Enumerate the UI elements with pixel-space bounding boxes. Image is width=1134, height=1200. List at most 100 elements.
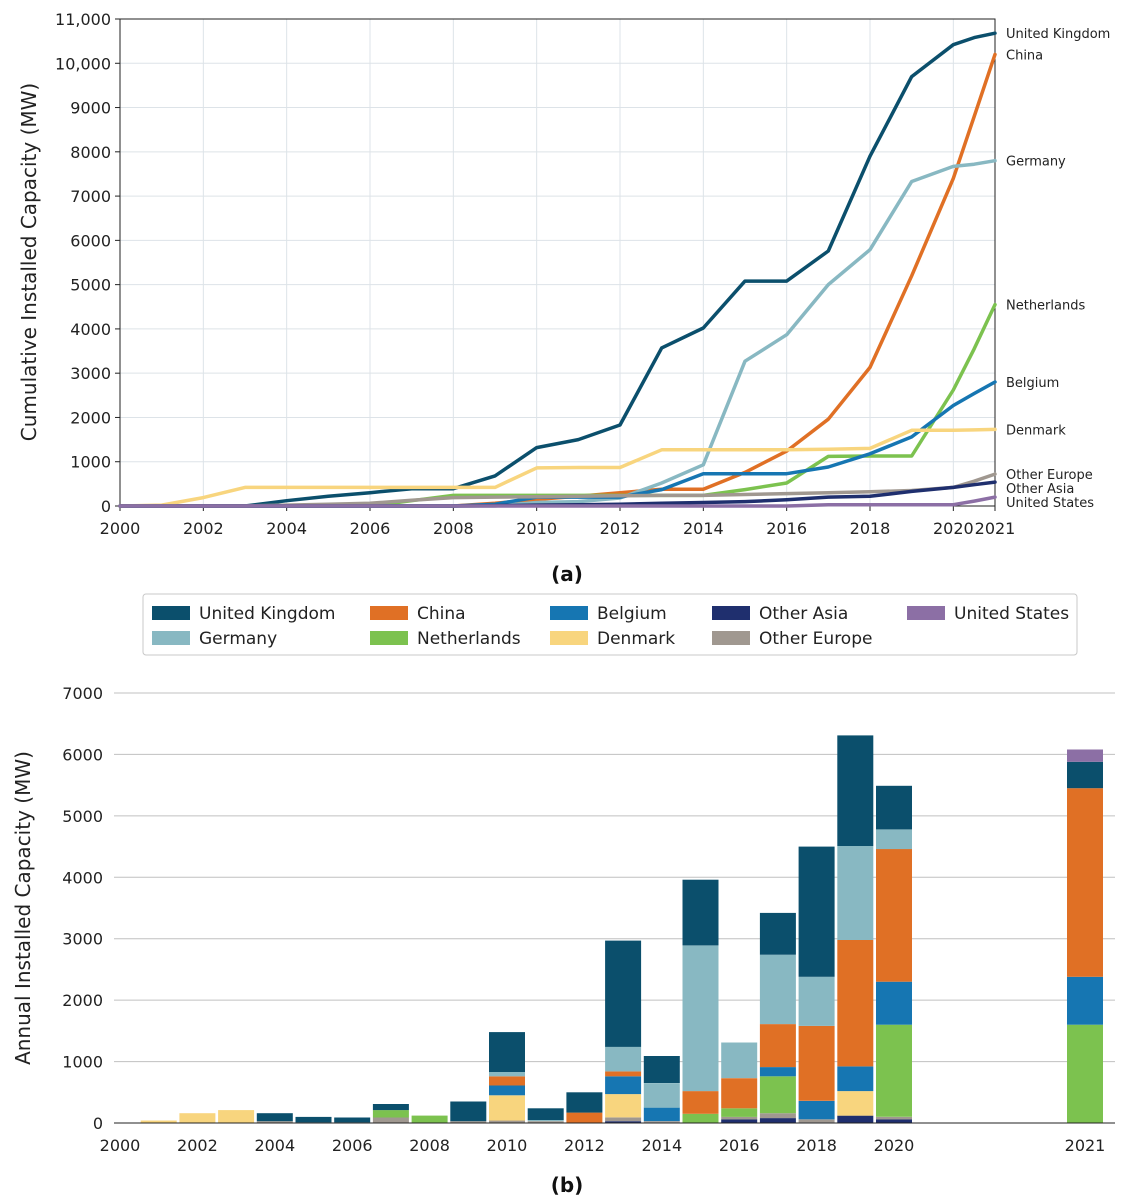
bar-2017-germany xyxy=(759,954,796,1025)
panel-b-y-tick-label: 2000 xyxy=(62,991,103,1010)
series-line-china xyxy=(118,52,997,508)
bar-2007-netherlands xyxy=(372,1110,409,1118)
legend-swatch xyxy=(152,631,190,645)
bar-2013-other-europe xyxy=(605,1117,642,1122)
panel-b-y-tick-label: 1000 xyxy=(62,1053,103,1072)
panel-a-y-tick-label: 8000 xyxy=(70,143,111,162)
legend-entry-denmark: Denmark xyxy=(550,629,675,649)
panel-a-y-tick-label: 7000 xyxy=(70,187,111,206)
panel-a-y-tick-label: 10,000 xyxy=(55,54,111,73)
bar-2015-netherlands xyxy=(682,1113,719,1123)
bar-2017-other-asia xyxy=(759,1118,796,1123)
legend-label: Belgium xyxy=(597,604,667,624)
bar-2015-china xyxy=(682,1091,719,1114)
panel-a-y-tick-label: 3000 xyxy=(70,364,111,383)
panel-a-x-tick-label: 2020 xyxy=(933,519,974,538)
legend-swatch xyxy=(152,606,190,620)
panel-a-x-tick-label: 2008 xyxy=(433,519,474,538)
bar-2013-germany xyxy=(605,1046,642,1072)
panel-b-x-tick-label: 2002 xyxy=(177,1136,218,1155)
end-label-united-states: United States xyxy=(1006,496,1094,511)
series-line-united-states xyxy=(118,495,997,508)
legend-label: Denmark xyxy=(597,629,675,649)
bar-2013-belgium xyxy=(605,1076,642,1095)
bar-2001-denmark xyxy=(140,1120,177,1123)
bar-2018-germany xyxy=(798,976,835,1026)
panel-a-series-lines xyxy=(118,31,997,508)
bar-2021-netherlands xyxy=(1067,1024,1103,1123)
panel-a-y-tick-label: 9000 xyxy=(70,99,111,118)
bar-2018-china xyxy=(798,1025,835,1101)
bar-2013-other-asia xyxy=(605,1121,642,1123)
bar-2020-germany xyxy=(876,829,912,850)
panel-a-ylabel: Cumulative Installed Capacity (MW) xyxy=(17,83,41,441)
legend-label: United States xyxy=(954,604,1069,624)
bar-2021-belgium xyxy=(1067,976,1103,1025)
panel-a-y-tick-label: 11,000 xyxy=(55,10,111,29)
panel-b-x-tick-label: 2020 xyxy=(874,1136,915,1155)
panel-b-x-tick-label: 2006 xyxy=(332,1136,373,1155)
end-label-other-europe: Other Europe xyxy=(1006,468,1093,483)
legend-swatch xyxy=(907,606,945,620)
legend-entry-belgium: Belgium xyxy=(550,604,667,624)
bar-2021-united-states xyxy=(1067,749,1103,762)
panel-a-x-tick-label: 2021 xyxy=(975,519,1016,538)
bar-2017-netherlands xyxy=(759,1076,796,1114)
legend-label: Germany xyxy=(199,629,277,649)
panel-a-x-tick-label: 2004 xyxy=(266,519,307,538)
series-line-united-kingdom xyxy=(118,31,997,508)
bar-2020-belgium xyxy=(876,981,912,1025)
series-line-netherlands xyxy=(118,302,997,508)
legend-swatch xyxy=(370,631,408,645)
panel-b-y-tick-label: 5000 xyxy=(62,807,103,826)
panel-b-y-axis: 0 1000 2000 3000 4000 5000 6000 7000 xyxy=(62,684,103,1133)
panel-a-x-tick-label: 2016 xyxy=(766,519,807,538)
panel-a-x-tick-label: 2000 xyxy=(100,519,141,538)
legend-label: Other Asia xyxy=(759,604,848,624)
panel-b-bars xyxy=(140,735,1103,1123)
bar-2016-other-europe xyxy=(721,1116,758,1120)
bar-2020-china xyxy=(876,849,912,982)
bar-2013-denmark xyxy=(605,1094,642,1118)
legend-label: Other Europe xyxy=(759,629,872,649)
panel-a-x-tick-label: 2006 xyxy=(350,519,391,538)
bar-2010-denmark xyxy=(489,1095,525,1121)
end-label-denmark: Denmark xyxy=(1006,423,1066,438)
bar-2017-united-kingdom xyxy=(759,912,796,955)
panel-b-x-tick-label: 2000 xyxy=(100,1136,141,1155)
bar-2017-other-europe xyxy=(759,1113,796,1119)
end-label-belgium: Belgium xyxy=(1006,376,1059,391)
bar-2005-united-kingdom xyxy=(295,1116,332,1123)
panel-a-x-tick-label: 2018 xyxy=(850,519,891,538)
panel-a-y-tick-label: 2000 xyxy=(70,408,111,427)
panel-b-ylabel: Annual Installed Capacity (MW) xyxy=(11,751,35,1065)
panel-b-y-tick-label: 0 xyxy=(93,1114,103,1133)
bar-2010-china xyxy=(489,1076,525,1086)
bar-2008-netherlands xyxy=(411,1115,448,1123)
panel-b-x-tick-label: 2004 xyxy=(254,1136,295,1155)
panel-a-x-tick-label: 2010 xyxy=(516,519,557,538)
panel-a-caption: (a) xyxy=(551,562,583,586)
bar-2014-belgium xyxy=(643,1107,680,1122)
panel-a-grid xyxy=(119,18,996,507)
bar-2019-china xyxy=(837,939,874,1067)
bar-2019-belgium xyxy=(837,1066,874,1092)
legend-entry-united-kingdom: United Kingdom xyxy=(152,604,335,624)
bar-2020-netherlands xyxy=(876,1024,912,1117)
legend: United Kingdom China Belgium Other Asia Unit… xyxy=(142,593,1078,656)
panel-a-line-chart: 0 1000 2000 3000 4000 5000 6000 7000 8000 9000 10,… xyxy=(17,10,1110,586)
panel-a-x-axis: 2000 2002 2004 2006 2008 2010 2012 2014 2016 2018… xyxy=(100,506,1016,538)
bar-2014-germany xyxy=(643,1083,680,1108)
end-label-germany: Germany xyxy=(1006,155,1066,170)
legend-entry-other-europe: Other Europe xyxy=(712,629,872,649)
bar-2014-united-kingdom xyxy=(643,1056,680,1083)
panel-b-x-tick-label: 2016 xyxy=(719,1136,760,1155)
bar-2020-other-asia xyxy=(876,1119,912,1123)
bar-2017-china xyxy=(759,1024,796,1068)
legend-entry-united-states: United States xyxy=(907,604,1069,624)
legend-entry-china: China xyxy=(370,604,466,624)
legend-label: Netherlands xyxy=(417,629,521,649)
bar-2002-denmark xyxy=(179,1113,216,1123)
